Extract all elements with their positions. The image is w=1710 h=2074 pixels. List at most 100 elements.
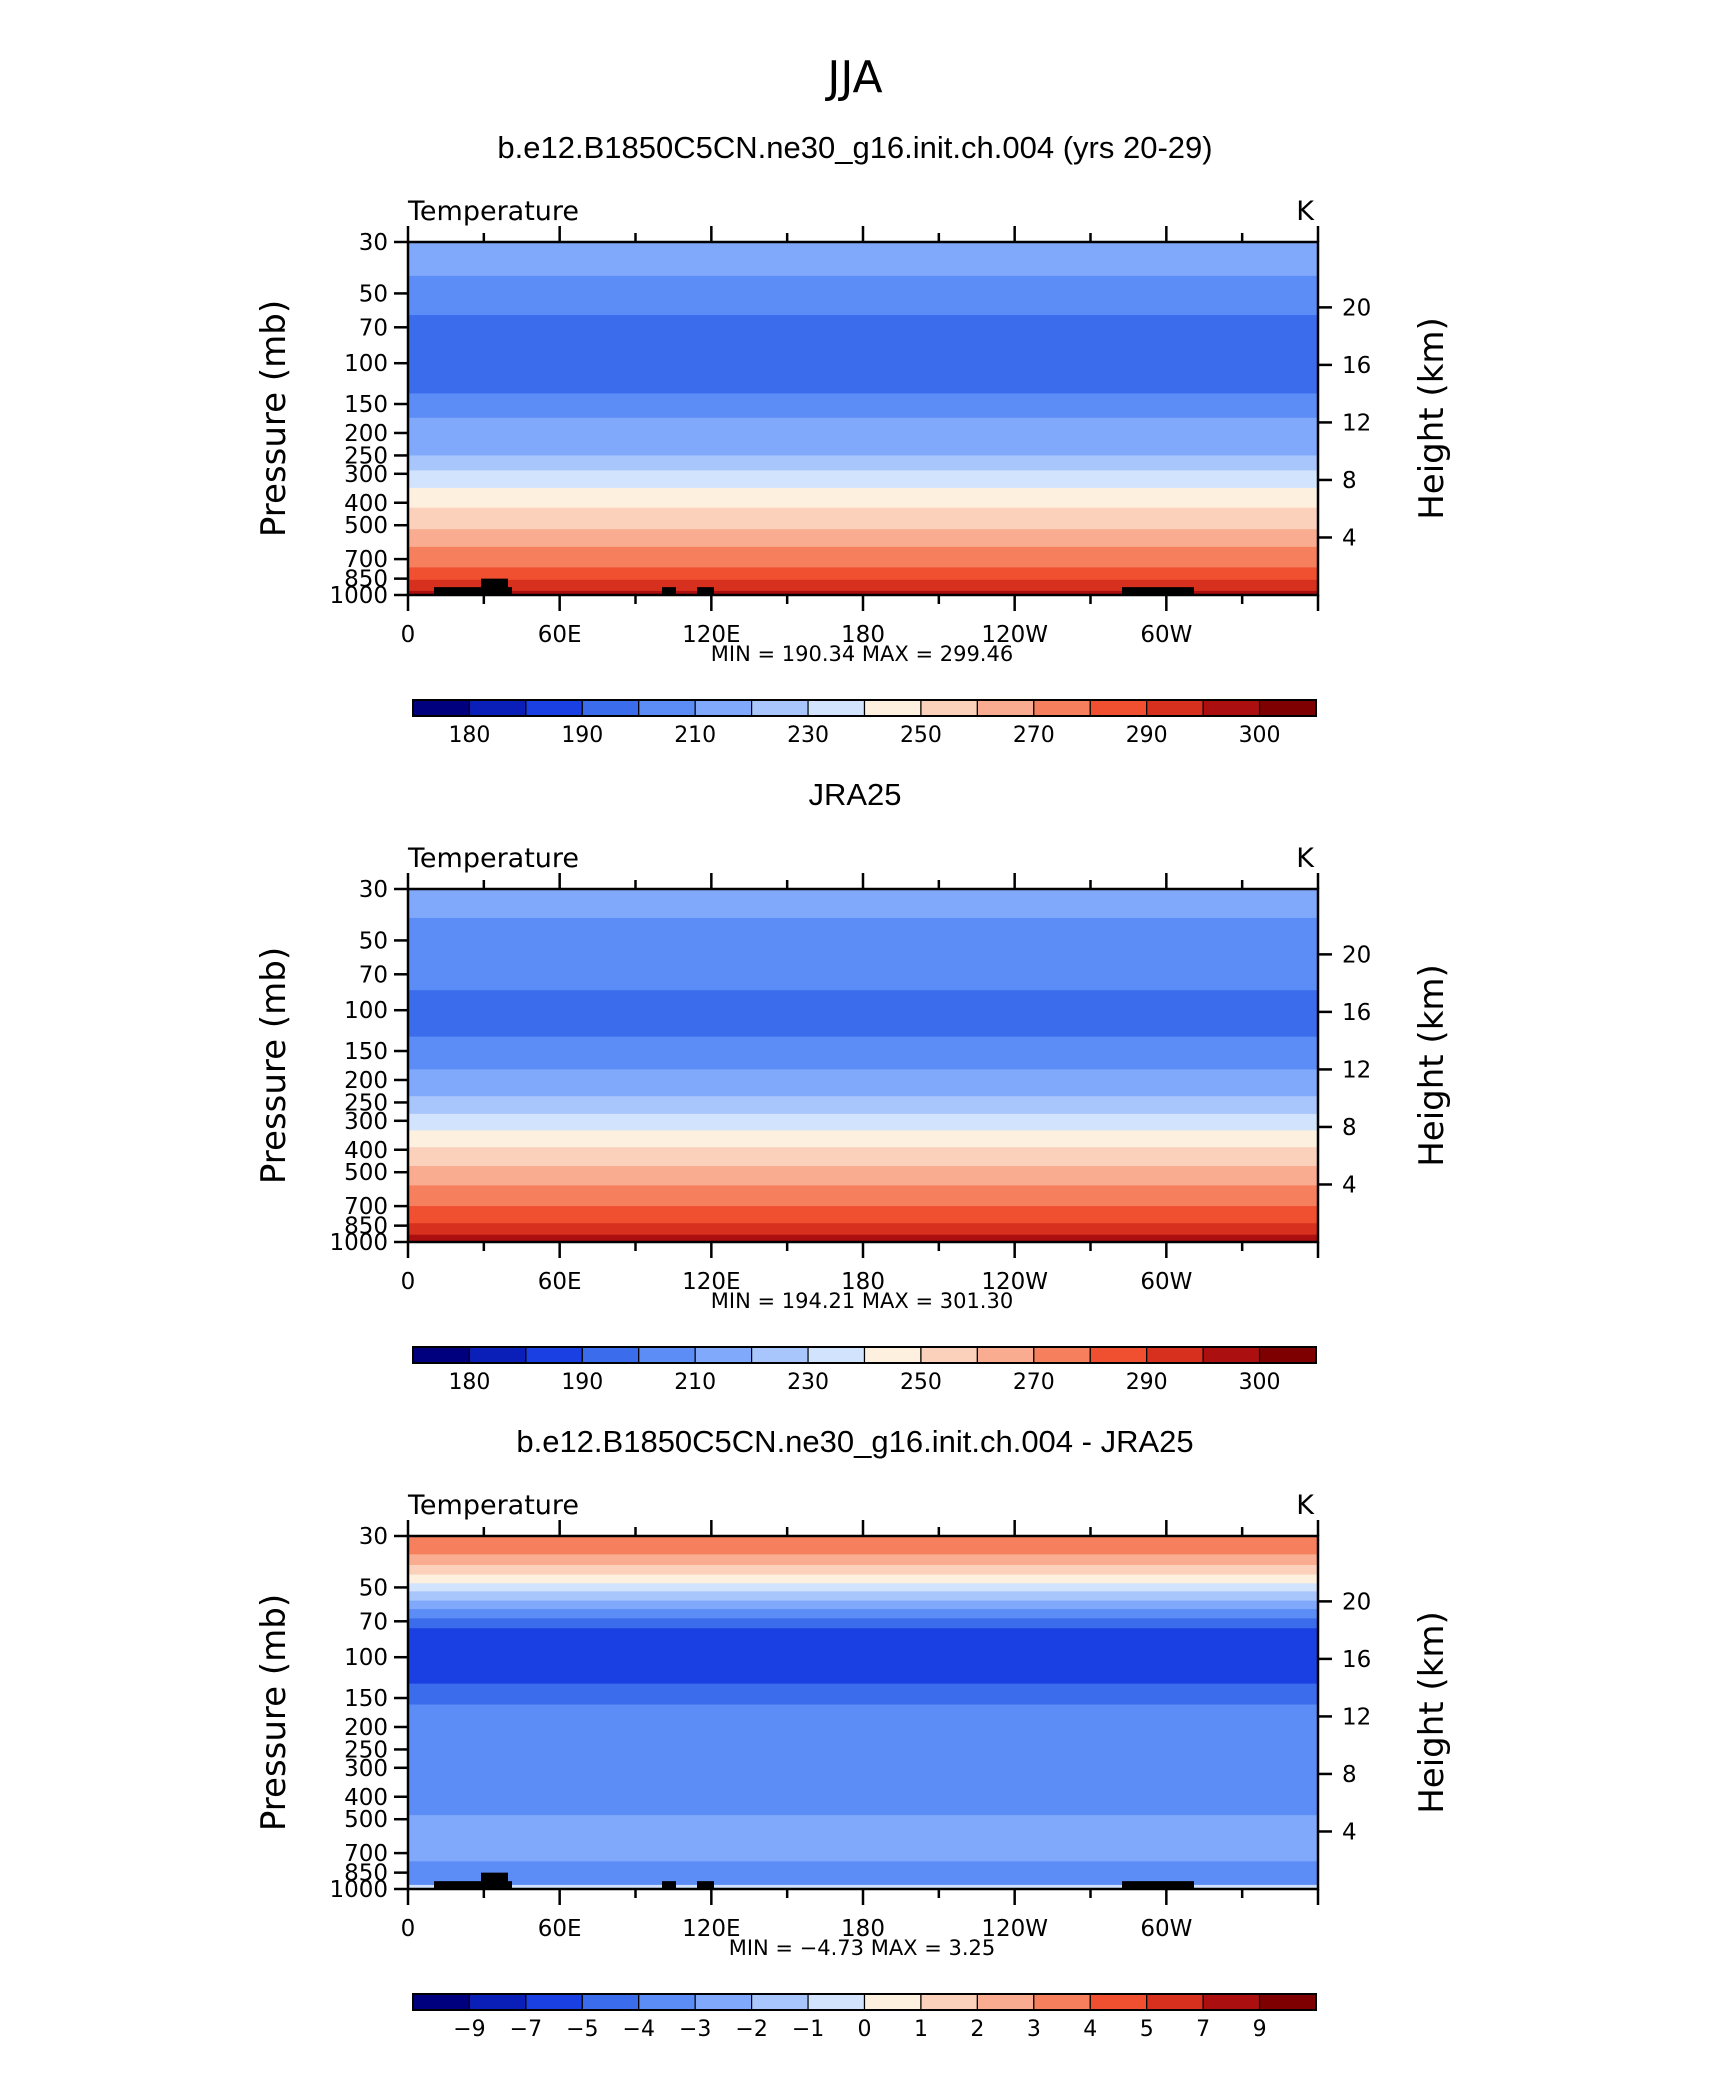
- y2-tick-label: 20: [1342, 295, 1371, 321]
- contour-band: [408, 529, 1318, 548]
- colorbar-swatch: [581, 699, 640, 717]
- contour-band: [408, 917, 1318, 992]
- panel-left-string: Temperature: [407, 843, 579, 874]
- colorbar-swatch: [468, 1346, 527, 1364]
- y-tick-label: 250: [344, 1090, 388, 1116]
- y-tick-label: 50: [359, 928, 388, 954]
- y-tick-label: 500: [344, 1160, 388, 1186]
- colorbar-label: 230: [787, 723, 829, 748]
- colorbar-label: −5: [566, 2017, 598, 2042]
- y-tick-label: 300: [344, 462, 388, 488]
- colorbar-swatch: [1033, 1346, 1091, 1364]
- colorbar-swatch: [920, 1346, 978, 1364]
- x-tick-label: 60E: [538, 1916, 582, 1942]
- y-tick-label: 50: [359, 1575, 388, 1601]
- land-mask-island: [662, 1881, 676, 1889]
- contour-band: [408, 590, 1318, 595]
- x-tick-label: 60W: [1140, 1269, 1192, 1295]
- colorbar-swatch: [694, 1993, 753, 2011]
- y-tick-label: 30: [359, 877, 388, 903]
- y-tick-label: 700: [344, 1194, 388, 1220]
- contour-band: [408, 1185, 1318, 1208]
- colorbar-swatch: [1033, 699, 1091, 717]
- colorbar-swatch: [976, 699, 1035, 717]
- colorbar-swatch: [525, 1346, 583, 1364]
- y-tick-label: 200: [344, 1068, 388, 1094]
- land-mask-island: [697, 1881, 714, 1889]
- contour-band: [408, 393, 1318, 419]
- y2-tick-label: 4: [1342, 525, 1357, 551]
- contour-band: [408, 1206, 1318, 1225]
- y-tick-label: 700: [344, 1841, 388, 1867]
- contour-band: [408, 242, 1318, 277]
- y-tick-label: 150: [344, 1039, 388, 1065]
- colorbar-label: 9: [1253, 2017, 1267, 2042]
- y-tick-label: 200: [344, 421, 388, 447]
- y2-tick-label: 8: [1342, 1762, 1357, 1788]
- y-tick-label: 300: [344, 1756, 388, 1782]
- colorbar-swatch: [807, 699, 866, 717]
- colorbar-swatch: [807, 1993, 866, 2011]
- y2-tick-label: 4: [1342, 1819, 1357, 1845]
- colorbar-label: 180: [448, 1370, 490, 1395]
- colorbar-label: 250: [900, 723, 942, 748]
- colorbar-swatch: [1089, 1346, 1148, 1364]
- y2-tick-label: 16: [1342, 1647, 1371, 1673]
- contour-band: [408, 1564, 1318, 1576]
- colorbar-swatch: [412, 1993, 471, 2011]
- y-tick-label: 100: [344, 351, 388, 377]
- contour-band: [408, 1113, 1318, 1132]
- colorbar-label: 210: [674, 723, 716, 748]
- colorbar-frame: [412, 1346, 1317, 1364]
- colorbar-swatch: [863, 699, 922, 717]
- y-tick-label: 50: [359, 281, 388, 307]
- contour-field: [408, 242, 1318, 595]
- y-tick-label: 850: [344, 1214, 388, 1240]
- y2-tick-label: 12: [1342, 410, 1371, 436]
- colorbar-swatch: [525, 699, 583, 717]
- contour-band: [408, 1683, 1318, 1706]
- colorbar-label: 300: [1239, 1370, 1281, 1395]
- x-tick-label: 120W: [981, 1269, 1048, 1295]
- colorbar-swatch: [468, 1993, 527, 2011]
- land-mask-island: [697, 587, 714, 595]
- x-tick-label: 120W: [981, 622, 1048, 648]
- y2-tick-label: 20: [1342, 1589, 1371, 1615]
- colorbar-swatch: [976, 1346, 1035, 1364]
- colorbar-swatch: [1258, 699, 1317, 717]
- y-tick-label: 70: [359, 962, 388, 988]
- panel-left-string: Temperature: [407, 196, 579, 227]
- contour-band: [408, 1536, 1318, 1556]
- colorbar-label: −7: [510, 2017, 542, 2042]
- colorbar-label: 190: [561, 1370, 603, 1395]
- colorbar-swatch: [525, 1993, 583, 2011]
- y-tick-label: 1000: [329, 1877, 388, 1903]
- y-tick-label: 400: [344, 491, 388, 517]
- colorbar-swatch: [1089, 699, 1148, 717]
- min-max-stats: MIN = −4.73 MAX = 3.25: [729, 1936, 996, 1960]
- contour-band: [408, 1884, 1318, 1889]
- contour-band: [408, 1628, 1318, 1685]
- contour-field: [408, 1536, 1318, 1889]
- x-tick-label: 180: [841, 1916, 885, 1942]
- contour-band: [408, 889, 1318, 919]
- colorbar-frame: [412, 1993, 1317, 2011]
- y2-tick-label: 16: [1342, 353, 1371, 379]
- y-tick-label: 700: [344, 547, 388, 573]
- y-tick-label: 1000: [329, 583, 388, 609]
- colorbar-swatch: [1146, 1346, 1204, 1364]
- colorbar-swatch: [694, 1346, 753, 1364]
- y2-tick-label: 16: [1342, 1000, 1371, 1026]
- colorbar-label: 230: [787, 1370, 829, 1395]
- y-tick-label: 150: [344, 392, 388, 418]
- colorbar-swatch: [1202, 699, 1261, 717]
- x-tick-label: 180: [841, 1269, 885, 1295]
- y2-axis-title: Height (km): [1412, 1611, 1452, 1814]
- colorbar-label: 270: [1013, 723, 1055, 748]
- panel-title: b.e12.B1850C5CN.ne30_g16.init.ch.004 - J…: [516, 1424, 1193, 1459]
- panel-units: K: [1296, 843, 1315, 874]
- colorbar-label: 210: [674, 1370, 716, 1395]
- colorbar-label: −1: [792, 2017, 824, 2042]
- contour-band: [408, 1096, 1318, 1115]
